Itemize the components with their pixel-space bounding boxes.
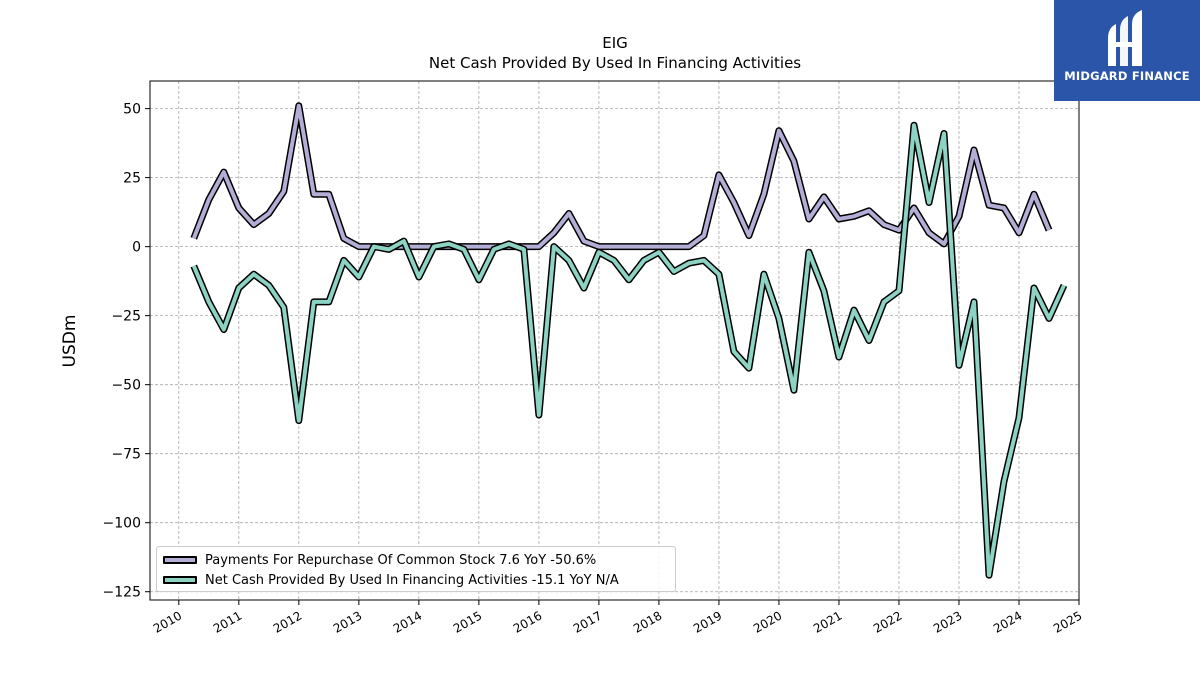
series-lines: [190, 102, 1068, 579]
chart-subtitle: Net Cash Provided By Used In Financing A…: [429, 54, 801, 72]
legend-item-repurchase: Payments For Repurchase Of Common Stock …: [163, 552, 596, 568]
y-tick-label: 50: [123, 102, 141, 118]
legend-swatch-repurchase: [163, 556, 197, 564]
legend-label-financing: Net Cash Provided By Used In Financing A…: [205, 572, 619, 588]
plot-area-frame: [149, 80, 1080, 601]
logo-mark-icon: [1108, 10, 1142, 66]
midgard-finance-logo: MIDGARD FINANCE: [1054, 0, 1200, 101]
x-tick-label: 2012: [271, 608, 304, 635]
x-tick-label: 2015: [451, 608, 484, 635]
y-tick-label: −50: [111, 378, 141, 394]
x-tick-label: 2023: [931, 608, 964, 635]
x-tick-label: 2016: [511, 608, 544, 635]
x-tick-label: 2011: [211, 608, 244, 635]
y-axis: 50 25 0 −25 −50 −75 −100 −125: [103, 102, 150, 601]
x-axis: 2010 2011 2012 2013 2014 2015 2016 2017 2018 2019…: [151, 600, 1085, 636]
x-tick-label: 2022: [871, 608, 904, 635]
x-tick-label: 2013: [331, 608, 364, 635]
y-tick-label: 0: [132, 240, 141, 256]
y-tick-label: −125: [103, 585, 141, 601]
y-tick-label: −75: [111, 447, 141, 463]
x-tick-label: 2024: [991, 608, 1024, 635]
series-line-financing: [191, 123, 1066, 578]
logo-text: MIDGARD FINANCE: [1064, 69, 1190, 83]
y-tick-label: −25: [111, 309, 141, 325]
y-tick-label: 25: [123, 171, 141, 187]
x-tick-label: 2014: [391, 608, 424, 635]
x-tick-label: 2025: [1051, 608, 1084, 635]
y-axis-label: USDm: [60, 315, 80, 368]
legend-swatch-financing: [163, 576, 197, 584]
x-tick-label: 2017: [571, 608, 604, 635]
x-tick-label: 2021: [811, 608, 844, 635]
x-tick-label: 2010: [151, 608, 184, 635]
chart-title: EIG: [602, 34, 628, 52]
x-tick-label: 2019: [691, 608, 724, 635]
x-tick-label: 2018: [631, 608, 664, 635]
legend-label-repurchase: Payments For Repurchase Of Common Stock …: [205, 552, 597, 568]
legend-item-financing: Net Cash Provided By Used In Financing A…: [163, 572, 619, 588]
x-tick-label: 2020: [751, 608, 784, 635]
y-tick-label: −100: [103, 516, 141, 532]
legend: Payments For Repurchase Of Common Stock …: [156, 546, 676, 592]
